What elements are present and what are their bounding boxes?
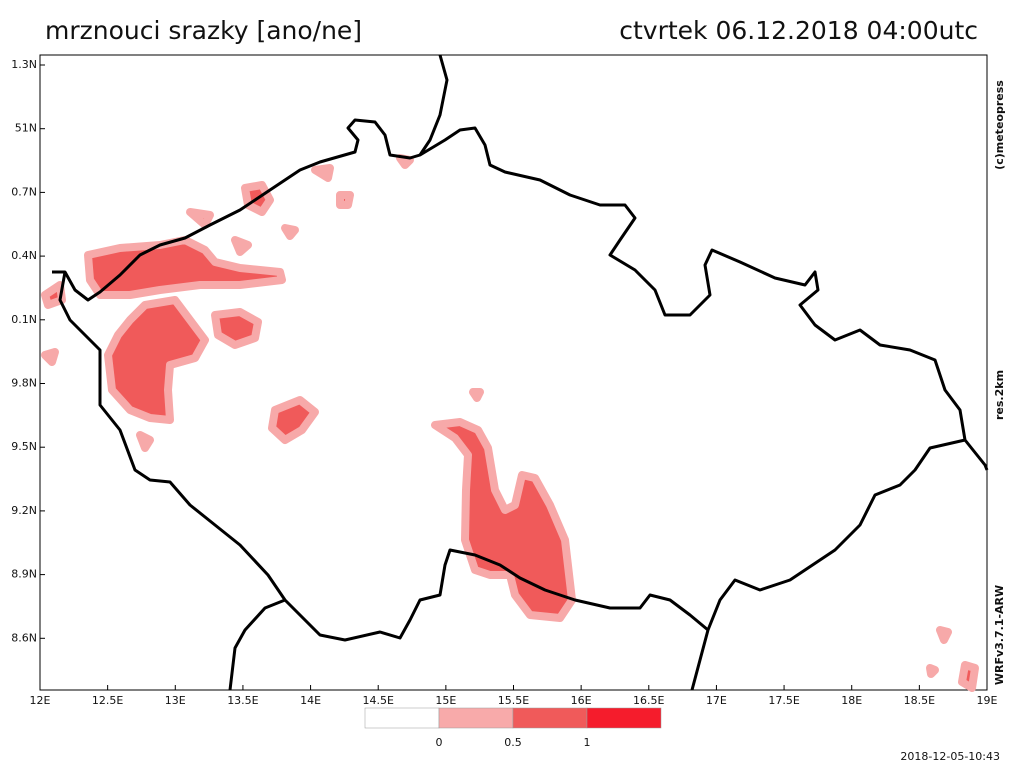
precip-area xyxy=(469,388,484,402)
map xyxy=(39,54,989,692)
precip-area xyxy=(311,164,334,182)
lon-label: 16E xyxy=(571,694,592,707)
border xyxy=(418,54,449,156)
lon-label: 18.5E xyxy=(904,694,935,707)
legend-label: 0.5 xyxy=(504,736,522,749)
lat-label: 9.2N xyxy=(11,504,37,517)
lat-label: 0.1N xyxy=(11,313,37,326)
side-label: res.2km xyxy=(993,370,1006,420)
legend: 0 0.5 1 xyxy=(364,707,662,749)
border xyxy=(690,438,966,691)
lat-label: 8.6N xyxy=(11,631,37,644)
valid-time: ctvrtek 06.12.2018 04:00utc xyxy=(619,16,978,45)
borders xyxy=(52,54,989,691)
precip-area xyxy=(136,431,154,452)
lon-label: 14E xyxy=(300,694,321,707)
legend-label: 0 xyxy=(436,736,443,749)
precip-area xyxy=(104,296,209,424)
lon-label: 13.5E xyxy=(227,694,258,707)
legend-swatch xyxy=(364,707,440,729)
title: mrznouci srazky [ano/ne] xyxy=(45,16,362,45)
legend-swatch xyxy=(438,707,514,729)
border xyxy=(58,271,709,642)
lon-label: 15E xyxy=(435,694,456,707)
precip-area xyxy=(281,224,299,240)
precip-area xyxy=(396,154,414,169)
footer-timestamp: 2018-12-05-10:43 xyxy=(900,750,1000,763)
side-label: WRFv3.7.1-ARW xyxy=(993,585,1006,685)
legend-swatch xyxy=(586,707,662,729)
lat-label: 8.9N xyxy=(11,568,37,581)
lat-label: 9.5N xyxy=(11,440,37,453)
lat-label: 51N xyxy=(15,122,37,135)
precip-area xyxy=(336,191,354,209)
lon-label: 15.5E xyxy=(498,694,529,707)
precip-area xyxy=(926,664,939,678)
precip-area xyxy=(211,308,262,349)
legend-swatch xyxy=(512,707,588,729)
lon-label: 14.5E xyxy=(362,694,393,707)
lat-label: 0.4N xyxy=(11,249,37,262)
border xyxy=(228,598,286,691)
lat-label: 1.3N xyxy=(11,58,37,71)
lat-label: 0.7N xyxy=(11,185,37,198)
lat-label: 9.8N xyxy=(11,377,37,390)
precip-area xyxy=(268,396,319,444)
lon-label: 16.5E xyxy=(633,694,664,707)
precipitation xyxy=(41,154,979,692)
lon-label: 17.5E xyxy=(768,694,799,707)
precip-area xyxy=(41,348,59,366)
precip-area xyxy=(231,236,252,256)
precip-area xyxy=(41,281,66,309)
lon-label: 13E xyxy=(165,694,186,707)
lon-label: 17E xyxy=(706,694,727,707)
lon-label: 12.5E xyxy=(92,694,123,707)
legend-label: 1 xyxy=(584,736,591,749)
precip-area xyxy=(186,208,214,229)
precip-area xyxy=(958,661,979,692)
lon-label: 19E xyxy=(977,694,998,707)
border xyxy=(52,118,989,471)
side-label: (c)meteopress xyxy=(993,80,1006,170)
lon-label: 12E xyxy=(30,694,51,707)
precip-area xyxy=(936,626,952,644)
lon-label: 18E xyxy=(841,694,862,707)
